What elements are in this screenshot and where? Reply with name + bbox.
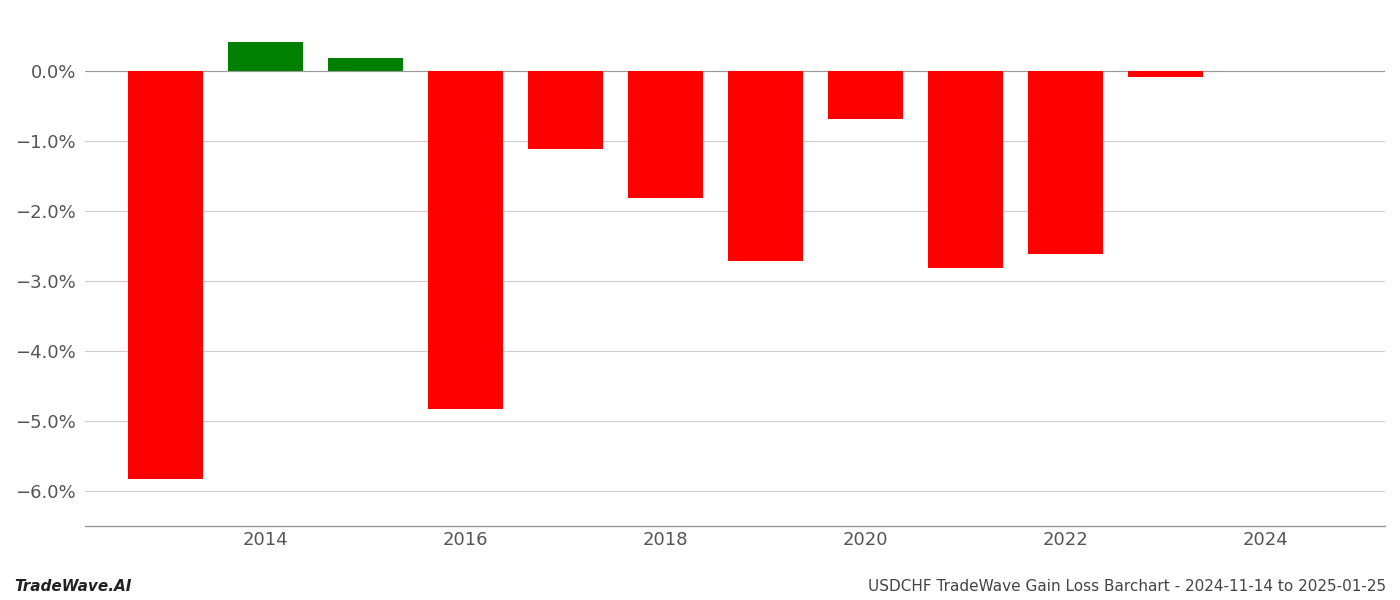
Bar xyxy=(1127,71,1203,77)
Bar xyxy=(627,71,703,199)
Bar xyxy=(228,41,302,71)
Bar xyxy=(827,71,903,119)
Bar xyxy=(328,58,403,71)
Bar xyxy=(528,71,603,149)
Bar xyxy=(728,71,802,262)
Bar xyxy=(1028,71,1103,254)
Bar xyxy=(127,71,203,479)
Bar xyxy=(428,71,503,409)
Text: TradeWave.AI: TradeWave.AI xyxy=(14,579,132,594)
Text: USDCHF TradeWave Gain Loss Barchart - 2024-11-14 to 2025-01-25: USDCHF TradeWave Gain Loss Barchart - 20… xyxy=(868,579,1386,594)
Bar xyxy=(928,71,1002,268)
